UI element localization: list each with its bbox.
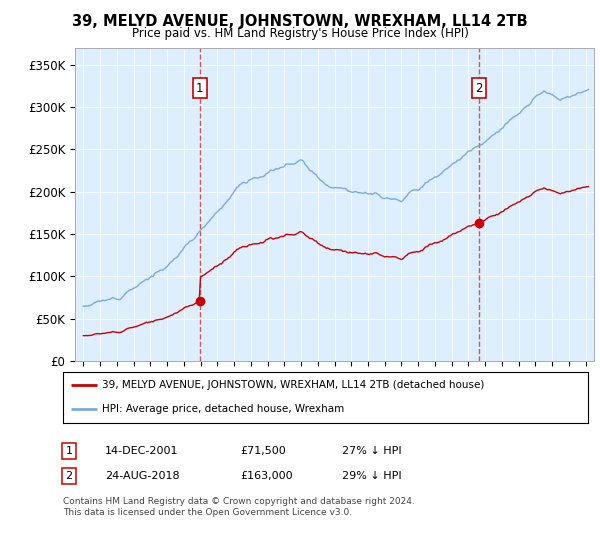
Text: 14-DEC-2001: 14-DEC-2001 — [105, 446, 179, 456]
Text: £163,000: £163,000 — [240, 471, 293, 481]
Text: Contains HM Land Registry data © Crown copyright and database right 2024.: Contains HM Land Registry data © Crown c… — [63, 497, 415, 506]
Text: HPI: Average price, detached house, Wrexham: HPI: Average price, detached house, Wrex… — [103, 404, 344, 414]
Text: 29% ↓ HPI: 29% ↓ HPI — [342, 471, 401, 481]
Text: 1: 1 — [65, 446, 73, 456]
Text: This data is licensed under the Open Government Licence v3.0.: This data is licensed under the Open Gov… — [63, 508, 352, 517]
Text: 27% ↓ HPI: 27% ↓ HPI — [342, 446, 401, 456]
Text: Price paid vs. HM Land Registry's House Price Index (HPI): Price paid vs. HM Land Registry's House … — [131, 27, 469, 40]
Text: 39, MELYD AVENUE, JOHNSTOWN, WREXHAM, LL14 2TB: 39, MELYD AVENUE, JOHNSTOWN, WREXHAM, LL… — [72, 14, 528, 29]
Text: 39, MELYD AVENUE, JOHNSTOWN, WREXHAM, LL14 2TB (detached house): 39, MELYD AVENUE, JOHNSTOWN, WREXHAM, LL… — [103, 380, 485, 390]
Text: 2: 2 — [65, 471, 73, 481]
Text: 24-AUG-2018: 24-AUG-2018 — [105, 471, 179, 481]
Text: 2: 2 — [475, 82, 482, 95]
Text: 1: 1 — [196, 82, 203, 95]
Text: £71,500: £71,500 — [240, 446, 286, 456]
